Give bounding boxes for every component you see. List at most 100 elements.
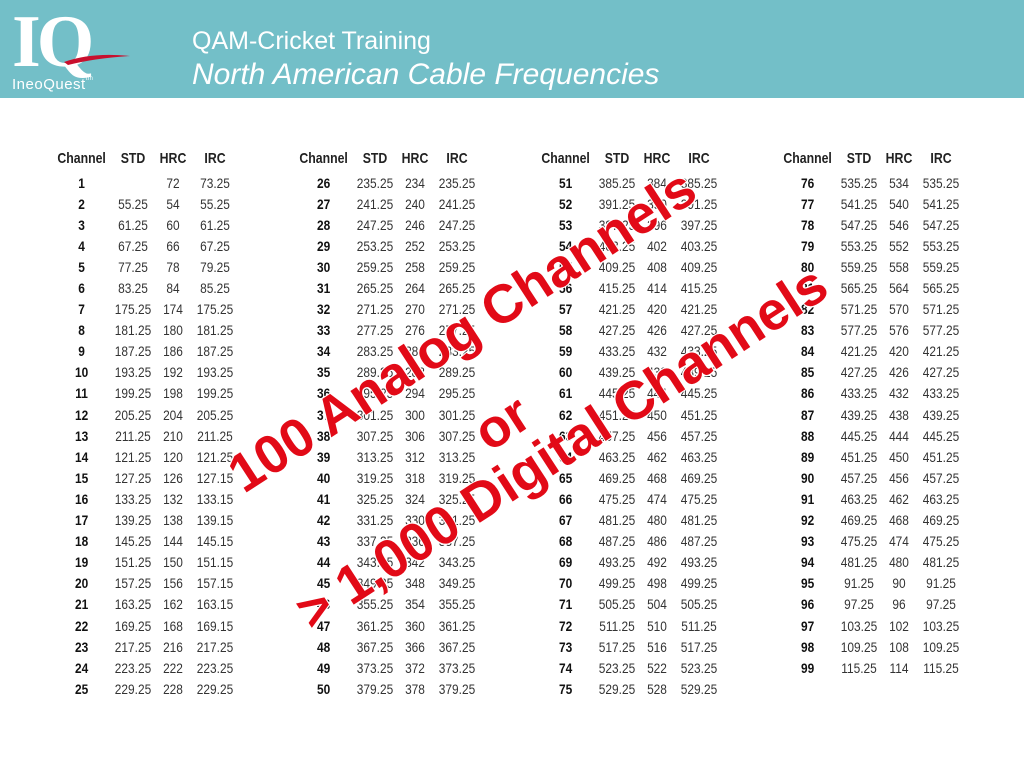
hrc-cell: 54 bbox=[166, 195, 180, 212]
hrc-cell: 510 bbox=[647, 617, 668, 634]
hrc-cell: 438 bbox=[647, 364, 668, 381]
table-row: 18 145.25 144 145.15 bbox=[52, 531, 239, 552]
table-row: 23 217.25 216 217.25 bbox=[52, 636, 239, 657]
irc-cell: 313.25 bbox=[438, 448, 476, 465]
hrc-cell: 426 bbox=[647, 322, 668, 339]
irc-cell: 493.25 bbox=[680, 554, 718, 571]
hrc-cell: 420 bbox=[889, 343, 910, 360]
irc-cell: 499.25 bbox=[680, 575, 718, 592]
channel-cell: 98 bbox=[800, 638, 815, 655]
std-cell: 463.25 bbox=[598, 448, 636, 465]
std-cell: 565.25 bbox=[840, 280, 878, 297]
hrc-cell: 300 bbox=[405, 406, 426, 423]
std-cell: 523.25 bbox=[598, 659, 636, 676]
irc-cell: 301.25 bbox=[438, 406, 476, 423]
irc-cell: 349.25 bbox=[438, 575, 476, 592]
channel-cell: 77 bbox=[800, 195, 815, 212]
hrc-cell: 204 bbox=[163, 406, 184, 423]
channel-cell: 46 bbox=[316, 596, 331, 613]
hrc-cell: 402 bbox=[647, 237, 668, 254]
table-row: 12 205.25 204 205.25 bbox=[52, 404, 239, 425]
channel-cell: 90 bbox=[800, 469, 815, 486]
hrc-cell: 312 bbox=[405, 448, 426, 465]
std-cell: 169.25 bbox=[114, 617, 152, 634]
std-cell: 463.25 bbox=[840, 490, 878, 507]
irc-cell: 337.25 bbox=[438, 533, 476, 550]
table-row: 75 529.25 528 529.25 bbox=[536, 678, 723, 699]
std-cell: 361.25 bbox=[356, 617, 394, 634]
hrc-cell: 492 bbox=[647, 554, 668, 571]
std-cell: 133.25 bbox=[114, 490, 152, 507]
hrc-cell: 102 bbox=[889, 617, 910, 634]
irc-cell: 307.25 bbox=[438, 427, 476, 444]
channel-cell: 88 bbox=[800, 427, 815, 444]
channel-cell: 94 bbox=[800, 554, 815, 571]
std-cell: 451.25 bbox=[598, 406, 636, 423]
irc-cell: 427.25 bbox=[922, 364, 960, 381]
irc-cell: 229.25 bbox=[196, 680, 234, 697]
std-cell: 445.25 bbox=[598, 385, 636, 402]
column-header-std: STD bbox=[846, 149, 872, 167]
irc-cell: 271.25 bbox=[438, 301, 476, 318]
table-row: 62 451.25 450 451.25 bbox=[536, 404, 723, 425]
table-row: 97 103.25 102 103.25 bbox=[778, 615, 965, 636]
channel-cell: 53 bbox=[558, 216, 573, 233]
channel-cell: 74 bbox=[558, 659, 573, 676]
irc-cell: 421.25 bbox=[680, 301, 718, 318]
std-cell: 301.25 bbox=[356, 406, 394, 423]
table-row: 59 433.25 432 433.25 bbox=[536, 341, 723, 362]
channel-cell: 65 bbox=[558, 469, 573, 486]
table-row: 19 151.25 150 151.15 bbox=[52, 552, 239, 573]
std-cell: 475.25 bbox=[598, 490, 636, 507]
std-cell bbox=[114, 172, 151, 193]
table-row: 45 349.25 348 349.25 bbox=[294, 573, 481, 594]
irc-cell: 565.25 bbox=[922, 280, 960, 297]
table-row: 28 247.25 246 247.25 bbox=[294, 214, 481, 235]
channel-cell: 82 bbox=[800, 301, 815, 318]
irc-cell: 121.25 bbox=[196, 448, 234, 465]
table-row: 87 439.25 438 439.25 bbox=[778, 404, 965, 425]
hrc-cell: 426 bbox=[889, 364, 910, 381]
table-row: 20 157.25 156 157.15 bbox=[52, 573, 239, 594]
hrc-cell: 456 bbox=[889, 469, 910, 486]
hrc-cell: 336 bbox=[405, 533, 426, 550]
channel-cell: 73 bbox=[558, 638, 573, 655]
std-cell: 367.25 bbox=[356, 638, 394, 655]
column-header-hrc: HRC bbox=[885, 149, 913, 167]
irc-cell: 355.25 bbox=[438, 596, 476, 613]
channel-cell: 38 bbox=[316, 427, 331, 444]
std-cell: 67.25 bbox=[118, 237, 149, 254]
hrc-cell: 192 bbox=[163, 364, 184, 381]
std-cell: 307.25 bbox=[356, 427, 394, 444]
table-row: 91 463.25 462 463.25 bbox=[778, 488, 965, 509]
hrc-cell: 234 bbox=[405, 174, 426, 191]
hrc-cell: 408 bbox=[647, 258, 668, 275]
std-cell: 469.25 bbox=[598, 469, 636, 486]
frequency-table: Channel STD HRC IRC 1 72 73.25 2 55.25 54 55.25 3 61… bbox=[52, 144, 239, 699]
channel-cell: 97 bbox=[800, 617, 815, 634]
irc-cell: 433.25 bbox=[680, 343, 718, 360]
std-cell: 199.25 bbox=[114, 385, 152, 402]
hrc-cell: 474 bbox=[647, 490, 668, 507]
hrc-cell: 372 bbox=[405, 659, 426, 676]
hrc-cell: 138 bbox=[163, 512, 184, 529]
irc-cell: 451.25 bbox=[680, 406, 718, 423]
hrc-cell: 168 bbox=[163, 617, 184, 634]
irc-cell: 97.25 bbox=[926, 596, 957, 613]
irc-cell: 223.25 bbox=[196, 659, 234, 676]
slide-title: QAM-Cricket Training bbox=[192, 27, 431, 55]
table-row: 55 409.25 408 409.25 bbox=[536, 256, 723, 277]
std-cell: 283.25 bbox=[356, 343, 394, 360]
hrc-cell: 282 bbox=[405, 343, 426, 360]
channel-cell: 67 bbox=[558, 512, 573, 529]
std-cell: 253.25 bbox=[356, 237, 394, 254]
table-row: 76 535.25 534 535.25 bbox=[778, 172, 965, 193]
irc-cell: 433.25 bbox=[922, 385, 960, 402]
std-cell: 277.25 bbox=[356, 322, 394, 339]
std-cell: 229.25 bbox=[114, 680, 152, 697]
hrc-cell: 486 bbox=[647, 533, 668, 550]
table-row: 13 211.25 210 211.25 bbox=[52, 425, 239, 446]
channel-cell: 95 bbox=[800, 575, 815, 592]
channel-cell: 96 bbox=[800, 596, 815, 613]
std-cell: 391.25 bbox=[598, 195, 636, 212]
